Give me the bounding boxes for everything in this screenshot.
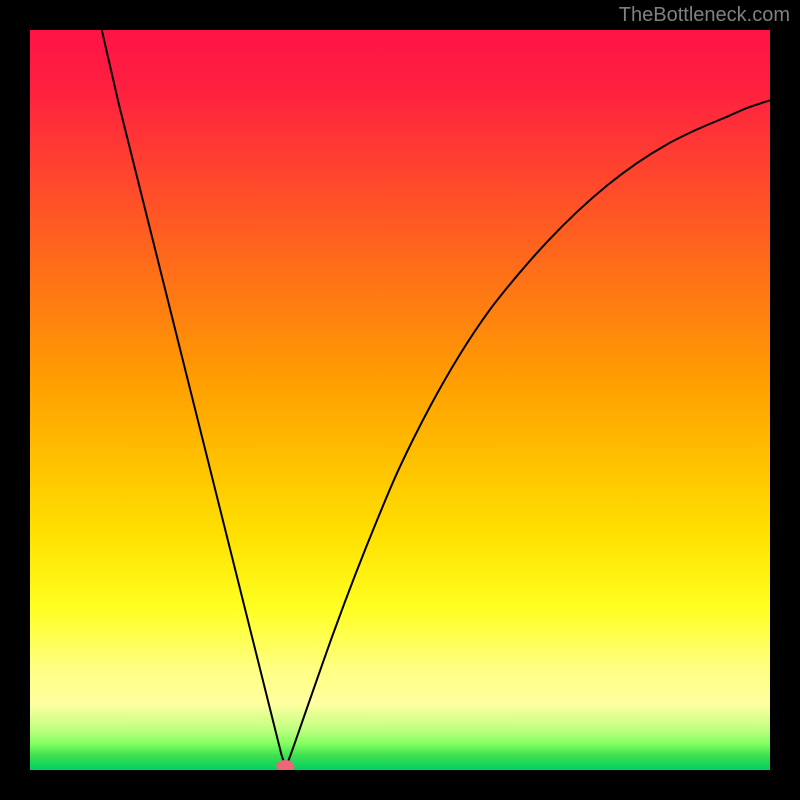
chart-background xyxy=(30,30,770,770)
watermark-text: TheBottleneck.com xyxy=(619,4,790,27)
chart-container xyxy=(30,30,770,770)
bottleneck-chart xyxy=(30,30,770,770)
